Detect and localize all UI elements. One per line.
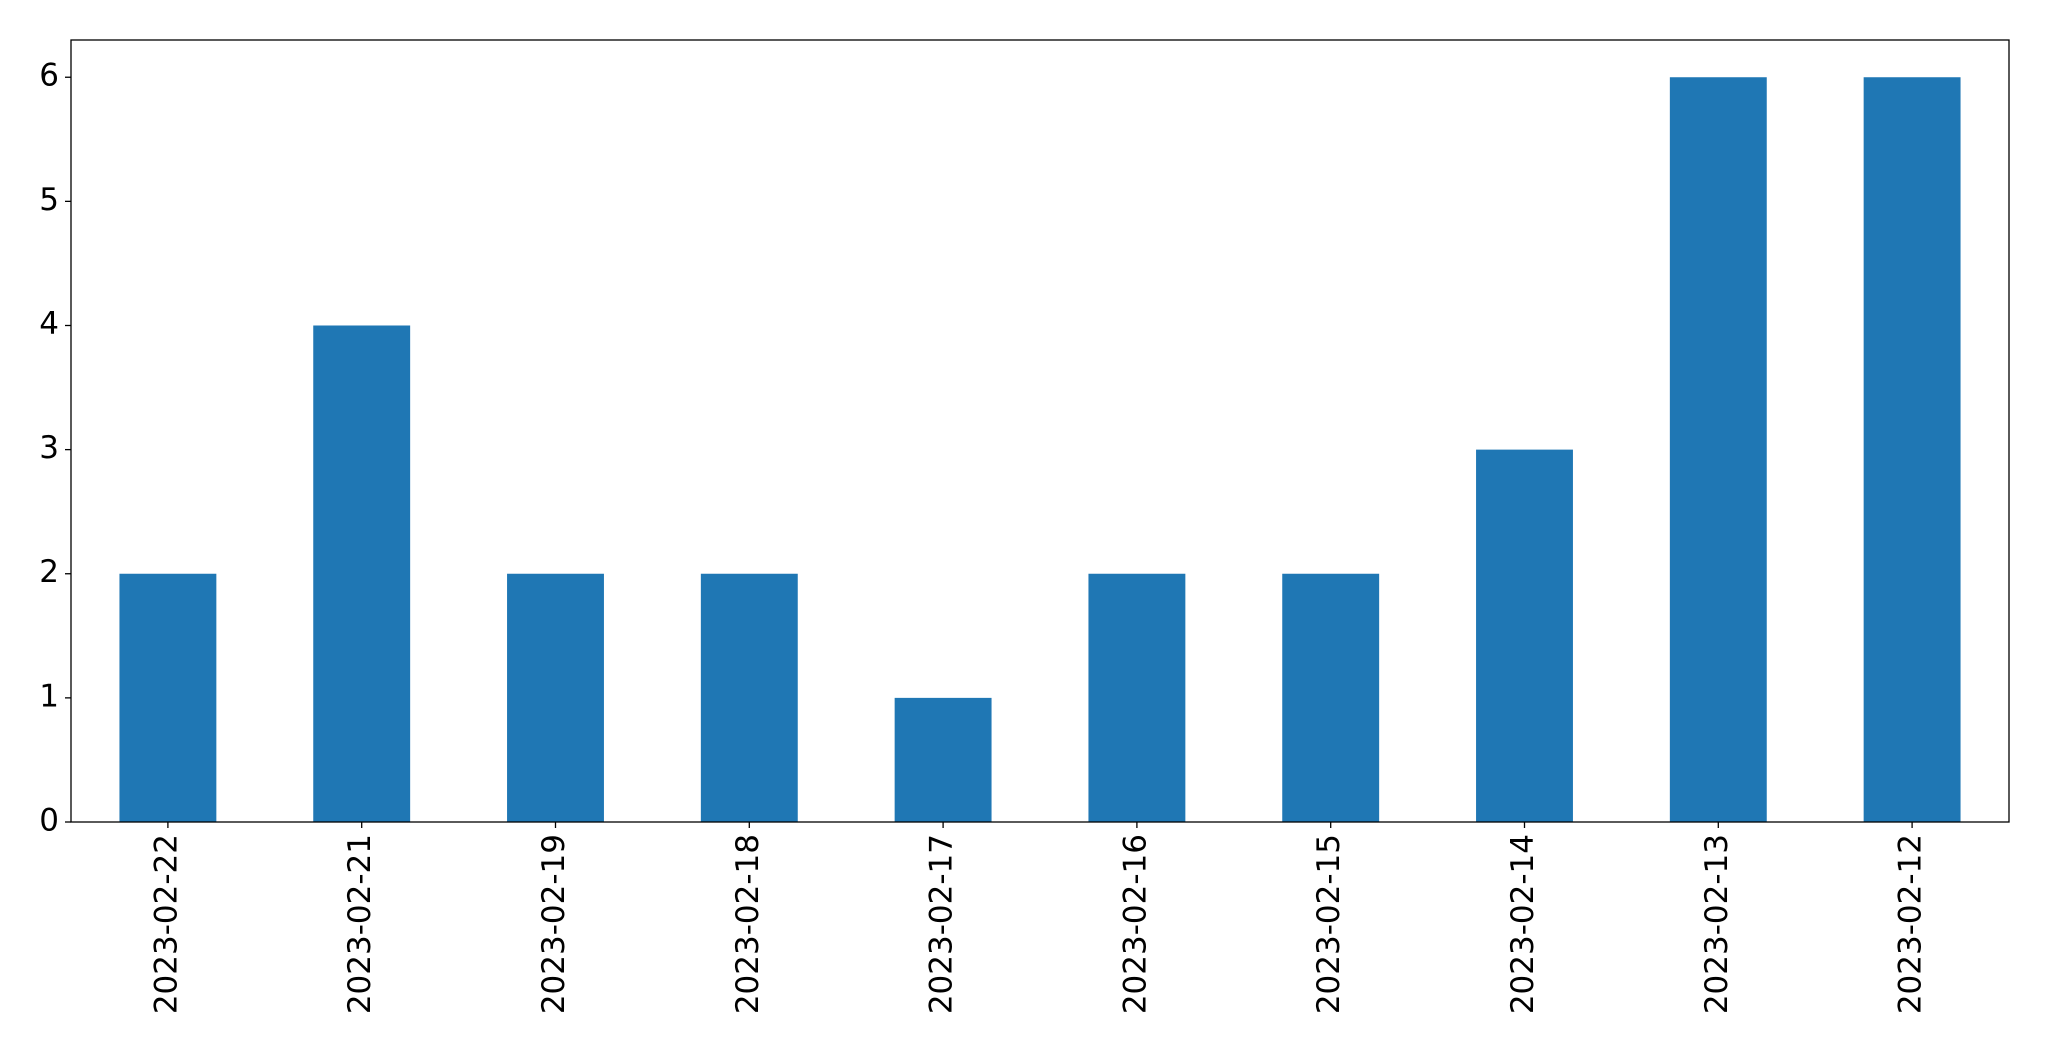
y-tick-label: 0 (39, 803, 59, 839)
x-tick-label: 2023-02-19 (536, 834, 572, 1014)
bar (700, 573, 798, 822)
x-tick-label: 2023-02-14 (1505, 834, 1541, 1014)
y-tick-label: 4 (39, 306, 59, 342)
bar (507, 573, 604, 822)
x-tick-label: 2023-02-21 (342, 834, 378, 1014)
x-tick-label: 2023-02-13 (1699, 834, 1735, 1014)
x-tick-label: 2023-02-15 (1311, 834, 1347, 1014)
x-tick-label: 2023-02-16 (1117, 834, 1153, 1014)
y-tick-label: 2 (39, 554, 59, 590)
x-tick-label: 2023-02-12 (1893, 834, 1929, 1014)
y-tick-label: 3 (39, 430, 59, 466)
bar (894, 697, 992, 822)
x-tick-label: 2023-02-22 (148, 834, 184, 1014)
bar (1088, 573, 1186, 822)
bar (119, 573, 217, 822)
x-tick-label: 2023-02-17 (924, 834, 960, 1014)
plot-frame (70, 39, 2010, 823)
bar (313, 325, 411, 822)
y-tick-label: 5 (39, 182, 59, 218)
x-tick-label: 2023-02-18 (730, 834, 766, 1014)
bar (1476, 449, 1573, 822)
bar (1863, 77, 1961, 822)
bar (1282, 573, 1380, 822)
y-tick-label: 6 (39, 58, 59, 94)
y-tick-label: 1 (39, 678, 59, 714)
bar (1669, 77, 1767, 822)
